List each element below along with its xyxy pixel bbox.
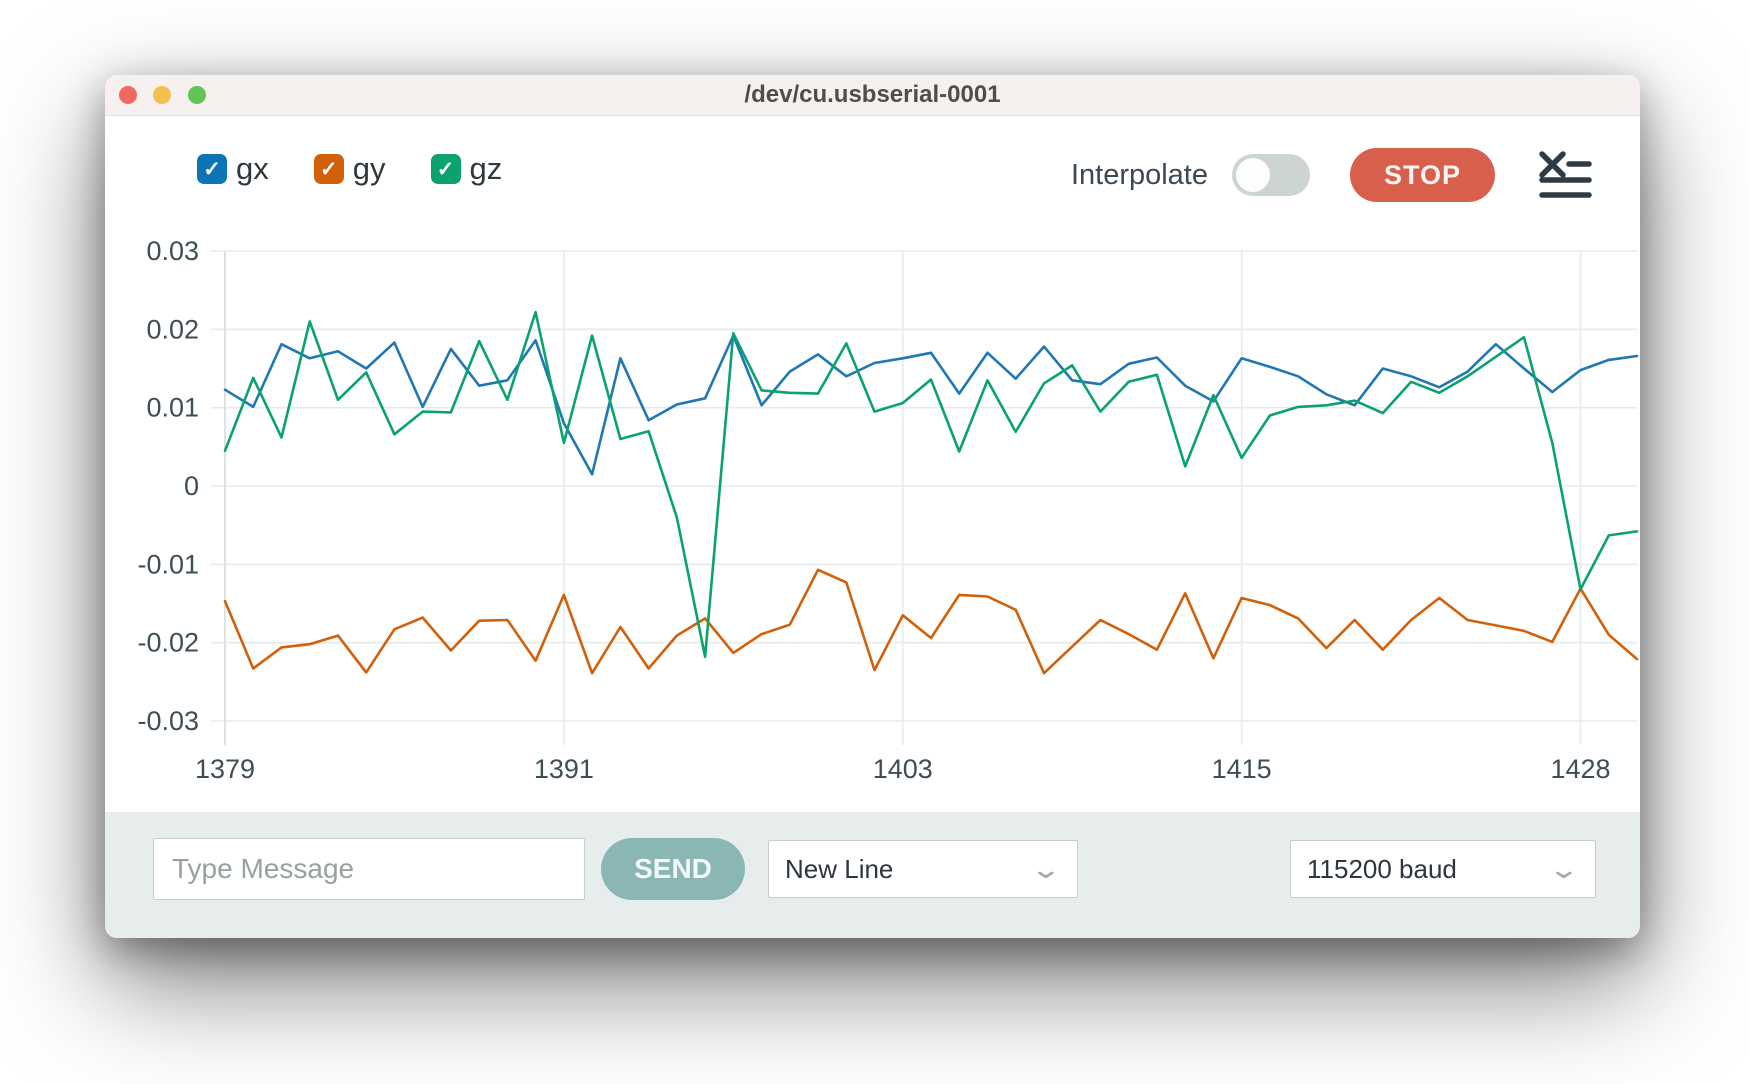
message-input[interactable] [153,838,585,900]
series-gz-line [223,310,1639,659]
app-window: /dev/cu.usbserial-0001 ✓ gx ✓ gy ✓ gz In… [105,75,1640,938]
legend-label-gy: gy [352,151,386,186]
serial-plot-chart: 0.03 0.02 0.01 0 -0.01 -0.02 -0.03 1379 1391 1403… [137,236,1639,784]
stop-button[interactable]: STOP [1350,148,1495,202]
y-axis-tick-label: 0.02 [146,314,199,344]
x-axis-tick-label: 1403 [873,754,933,784]
toggle-knob [1236,158,1270,192]
chevron-down-icon: ⌄ [1029,853,1063,884]
chevron-down-icon: ⌄ [1547,853,1581,884]
series-legend: ✓ gx ✓ gy ✓ gz [197,151,502,187]
legend-label-gz: gz [469,151,503,186]
y-axis-tick-label: -0.03 [137,706,199,736]
check-icon: ✓ [436,157,455,181]
legend-label-gx: gx [236,151,269,186]
chart-grid: 0.03 0.02 0.01 0 -0.01 -0.02 -0.03 1379 1391 1403… [137,236,1637,784]
legend-checkbox-gz[interactable]: ✓ [430,154,461,184]
interpolate-toggle[interactable] [1232,154,1310,196]
series-gx-line [223,334,1639,476]
legend-checkbox-gx[interactable]: ✓ [197,154,227,184]
line-ending-select[interactable]: New Line ⌄ [768,840,1078,898]
y-axis-tick-label: -0.02 [137,628,199,658]
y-axis-tick-label: -0.01 [137,549,199,579]
window-title: /dev/cu.usbserial-0001 [744,81,1001,108]
clear-plot-button[interactable] [1538,149,1592,201]
series-gy-line [223,568,1639,675]
plot-controls: Interpolate STOP [1071,140,1592,210]
plot-area: 0.03 0.02 0.01 0 -0.01 -0.02 -0.03 1379 1391 1403… [105,140,1640,800]
x-axis-tick-label: 1391 [534,754,594,784]
y-axis-tick-label: 0.01 [146,393,199,423]
minimize-window-button[interactable] [153,86,171,104]
baud-rate-select[interactable]: 115200 baud ⌄ [1290,840,1596,898]
legend-item-gz[interactable]: ✓ gz [430,151,503,187]
legend-item-gx[interactable]: ✓ gx [197,151,269,187]
y-axis-tick-label: 0.03 [146,236,199,266]
clear-plot-icon [1539,151,1592,198]
send-button[interactable]: SEND [601,838,745,900]
baud-rate-value: 115200 baud [1307,853,1457,884]
close-window-button[interactable] [119,86,137,104]
title-bar[interactable]: /dev/cu.usbserial-0001 [105,75,1640,116]
legend-item-gy[interactable]: ✓ gy [313,151,386,187]
legend-checkbox-gy[interactable]: ✓ [313,154,344,184]
check-icon: ✓ [203,157,221,181]
x-axis-tick-label: 1415 [1212,754,1272,784]
line-ending-value: New Line [785,853,894,884]
y-axis-tick-label: 0 [184,471,199,501]
bottom-toolbar: SEND New Line ⌄ 115200 baud ⌄ [105,812,1640,938]
x-axis-tick-label: 1379 [195,754,255,784]
zoom-window-button[interactable] [188,86,206,104]
interpolate-label: Interpolate [1070,158,1208,191]
check-icon: ✓ [319,157,338,181]
x-axis-tick-label: 1428 [1550,754,1610,784]
